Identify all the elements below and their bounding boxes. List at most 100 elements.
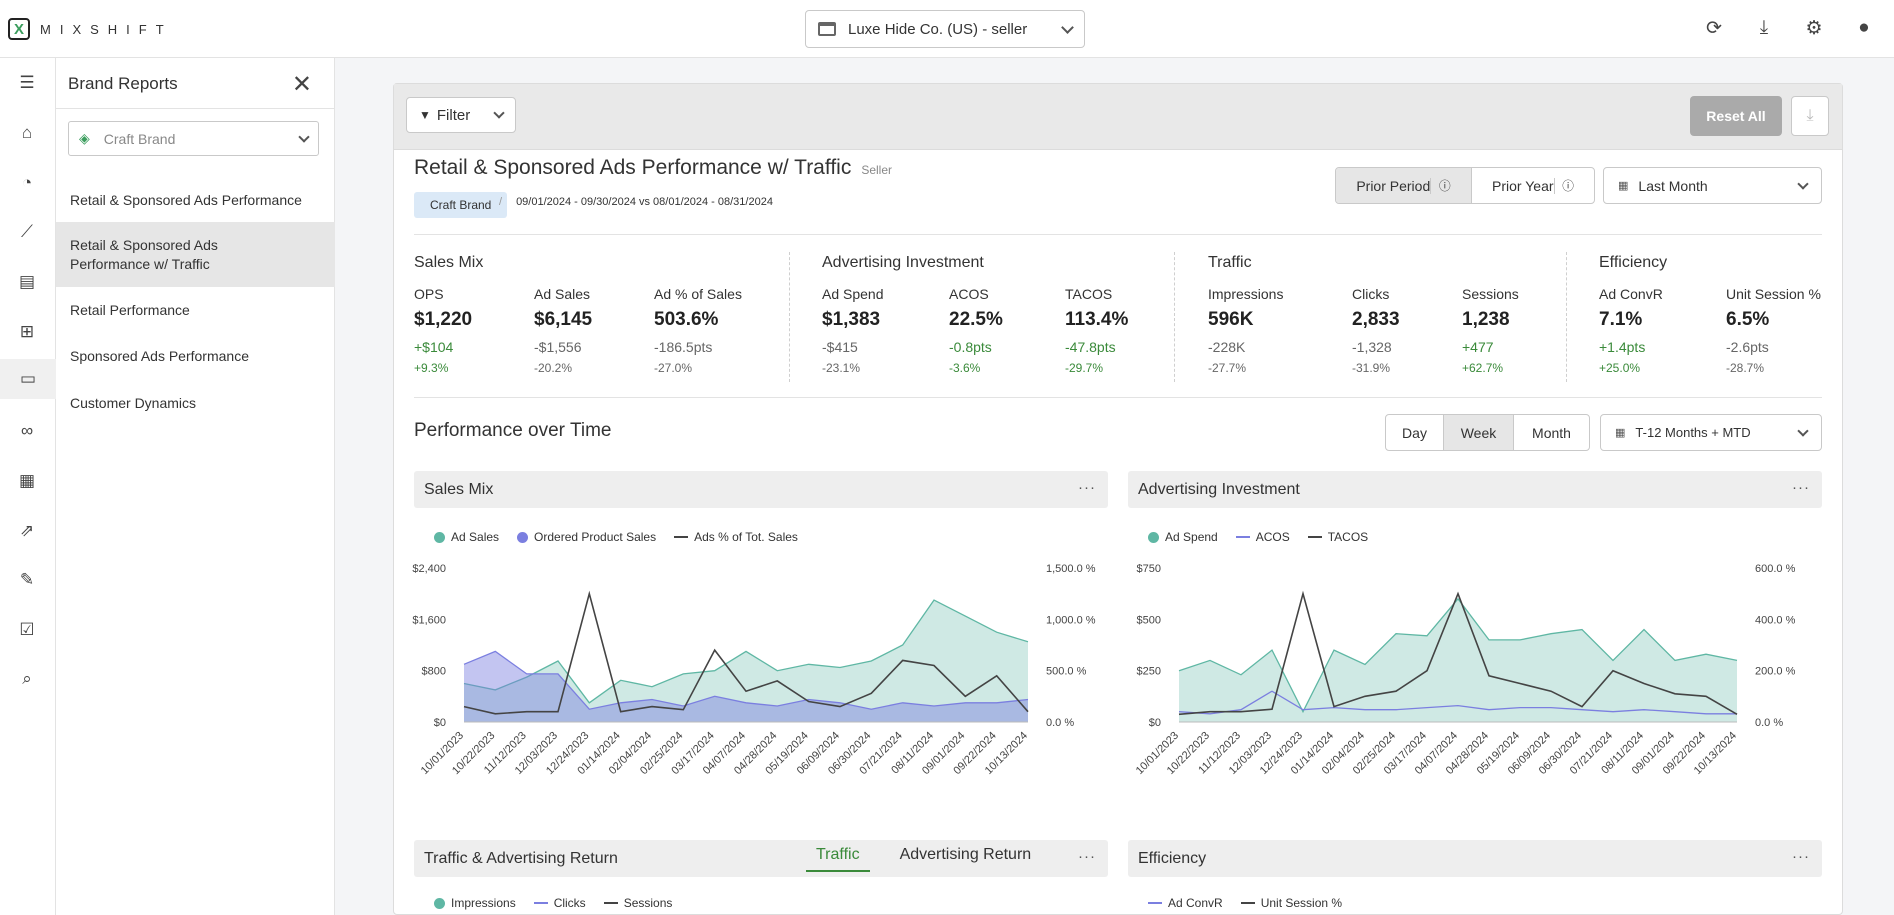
day-button[interactable]: Day bbox=[1386, 415, 1444, 450]
app-logo[interactable]: X MIXSHIFT bbox=[8, 18, 173, 40]
trend-icon[interactable]: ⟋ bbox=[21, 222, 33, 241]
nav-item-retail-performance[interactable]: Retail Performance bbox=[70, 301, 190, 318]
dashboard-icon[interactable]: ◔ bbox=[21, 173, 33, 192]
y-tick-left: $800 bbox=[422, 666, 446, 678]
legend-marker bbox=[533, 902, 548, 904]
chevron-down-icon bbox=[298, 130, 310, 143]
calendar-icon: ▦ bbox=[1615, 427, 1626, 439]
legend-marker bbox=[1148, 902, 1162, 904]
close-icon[interactable]: ✕ bbox=[291, 71, 312, 98]
arrows-icon[interactable]: ⇗ bbox=[19, 521, 35, 540]
kpi-ad-spend: Ad Spend $1,383 -$415 -23.1% bbox=[822, 286, 884, 375]
logo-text: MIXSHIFT bbox=[40, 21, 173, 37]
hierarchy-icon[interactable]: ⊞ bbox=[19, 322, 35, 341]
report-title: Retail & Sponsored Ads Performance w/ Tr… bbox=[414, 156, 893, 179]
home-icon[interactable]: ⌂ bbox=[21, 123, 33, 142]
download-icon[interactable]: ⤓ bbox=[1791, 96, 1829, 136]
y-tick-left: $250 bbox=[1137, 666, 1161, 678]
nav-item-retail-sponsored-traffic[interactable]: Retail & Sponsored Ads Performance w/ Tr… bbox=[56, 222, 335, 287]
y-tick-right: 1,500.0 % bbox=[1046, 563, 1096, 575]
legend-marker bbox=[1235, 536, 1250, 538]
legend-item[interactable]: Impressions bbox=[434, 896, 516, 910]
kpi-sessions: Sessions 1,238 +477 +62.7% bbox=[1462, 286, 1519, 375]
kpi-clicks: Clicks 2,833 -1,328 -31.9% bbox=[1352, 286, 1400, 375]
series-line bbox=[463, 590, 1029, 715]
more-icon[interactable]: ··· bbox=[1078, 848, 1096, 865]
comparison-toggle: Prior Period ⓘ Prior Year ⓘ bbox=[1335, 167, 1595, 204]
filter-button[interactable]: ▼ Filter bbox=[406, 97, 516, 133]
legend-item[interactable]: Ads % of Tot. Sales bbox=[674, 530, 798, 544]
legend-marker bbox=[1307, 536, 1322, 538]
store-icon bbox=[818, 22, 836, 36]
reports-icon[interactable]: ▭ bbox=[0, 359, 56, 399]
tag-icon: ◈ bbox=[79, 130, 90, 146]
legend-marker bbox=[1148, 531, 1159, 543]
legend-item[interactable]: Ad Sales bbox=[434, 530, 499, 544]
legend-item[interactable]: TACOS bbox=[1307, 530, 1368, 544]
series-line bbox=[1178, 590, 1738, 716]
y-tick-right: 600.0 % bbox=[1755, 563, 1796, 575]
y-tick-left: $2,400 bbox=[412, 563, 446, 575]
menu-icon[interactable]: ☰ bbox=[19, 73, 35, 92]
report-card: ▼ Filter Reset All ⤓ Retail & Sponsored … bbox=[393, 83, 1843, 915]
ad-investment-panel-header: Advertising Investment ··· bbox=[1128, 471, 1822, 508]
week-button[interactable]: Week bbox=[1444, 415, 1514, 450]
search-icon[interactable]: ⌕ bbox=[22, 669, 32, 688]
legend-marker bbox=[603, 902, 618, 904]
month-button[interactable]: Month bbox=[1532, 424, 1571, 441]
panel-title: Brand Reports bbox=[68, 74, 178, 93]
legend-item[interactable]: ACOS bbox=[1235, 530, 1290, 544]
range-dropdown[interactable]: ▦ T-12 Months + MTD bbox=[1600, 414, 1822, 451]
download-icon[interactable]: ⤓ bbox=[1759, 17, 1769, 38]
logo-mark: X bbox=[8, 18, 30, 40]
grid-icon[interactable]: ▦ bbox=[18, 471, 36, 490]
link-icon[interactable]: ∞ bbox=[20, 421, 34, 440]
ad-investment-legend: Ad Spend ACOS TACOS bbox=[1148, 530, 1368, 544]
nav-item-customer-dynamics[interactable]: Customer Dynamics bbox=[70, 395, 197, 411]
legend-item[interactable]: Sessions bbox=[603, 896, 672, 910]
kpi-tacos: TACOS 113.4% -47.8pts -29.7% bbox=[1065, 286, 1129, 375]
tab-advertising-return[interactable]: Advertising Return bbox=[899, 846, 1032, 863]
brand-chip: Craft Brand bbox=[414, 192, 508, 218]
prior-period-button[interactable]: Prior Period ⓘ bbox=[1336, 168, 1472, 203]
gear-icon[interactable]: ⚙ bbox=[1805, 17, 1823, 39]
series-line bbox=[463, 599, 1029, 704]
account-selector[interactable]: Luxe Hide Co. (US) - seller bbox=[805, 10, 1085, 48]
calendar-icon: ▦ bbox=[1618, 180, 1629, 192]
legend-item[interactable]: Ad Spend bbox=[1148, 530, 1218, 544]
nav-item-sponsored-ads[interactable]: Sponsored Ads Performance bbox=[70, 348, 249, 364]
section-title: Performance over Time bbox=[414, 420, 612, 441]
more-icon[interactable]: ··· bbox=[1792, 848, 1810, 865]
sales-mix-legend: Ad Sales Ordered Product Sales Ads % of To… bbox=[434, 530, 798, 544]
nav-item-retail-sponsored[interactable]: Retail & Sponsored Ads Performance bbox=[70, 191, 302, 208]
legend-item[interactable]: Ad ConvR bbox=[1148, 896, 1223, 910]
series-area bbox=[1179, 598, 1737, 722]
table-icon[interactable]: ▤ bbox=[18, 272, 36, 291]
kpi-ad-pct-sales: Ad % of Sales 503.6% -186.5pts -27.0% bbox=[654, 286, 742, 375]
more-icon[interactable]: ··· bbox=[1078, 479, 1096, 496]
sales-mix-chart: $0 $800 $1,600 $2,400 0.0 % 500.0 % 1,000.0 % 1… bbox=[412, 563, 1096, 777]
legend-marker bbox=[434, 897, 445, 909]
tab-traffic[interactable]: Traffic bbox=[806, 846, 870, 872]
prior-year-button[interactable]: Prior Year ⓘ bbox=[1492, 177, 1574, 194]
more-icon[interactable]: ··· bbox=[1792, 479, 1810, 496]
y-tick-left: $500 bbox=[1137, 614, 1161, 626]
user-icon[interactable]: ● bbox=[1858, 17, 1870, 38]
report-nav: Retail & Sponsored Ads Performance Retai… bbox=[56, 176, 335, 427]
y-tick-left: $750 bbox=[1137, 563, 1161, 575]
legend-item[interactable]: Clicks bbox=[533, 896, 586, 910]
refresh-icon[interactable]: ⟳ bbox=[1706, 17, 1722, 39]
legend-item[interactable]: Ordered Product Sales bbox=[517, 530, 656, 544]
reset-all-button[interactable]: Reset All bbox=[1690, 96, 1782, 136]
brand-select[interactable]: ◈ Craft Brand bbox=[68, 121, 319, 156]
checklist-icon[interactable]: ☑ bbox=[19, 620, 35, 639]
y-tick-left: $0 bbox=[1149, 717, 1161, 729]
kpi-acos: ACOS 22.5% -0.8pts -3.6% bbox=[949, 286, 1003, 375]
tools-icon[interactable]: ✎ bbox=[19, 570, 35, 589]
legend-item[interactable]: Unit Session % bbox=[1240, 896, 1342, 910]
series-area bbox=[464, 651, 1028, 722]
kpi-unit-session: Unit Session % 6.5% -2.6pts -28.7% bbox=[1726, 286, 1821, 375]
top-bar: X MIXSHIFT Luxe Hide Co. (US) - seller ⟳… bbox=[0, 0, 1894, 58]
period-dropdown[interactable]: ▦ Last Month bbox=[1603, 167, 1822, 204]
ad-investment-chart: $0 $250 $500 $750 0.0 % 200.0 % 400.0 % 600.0 %… bbox=[1134, 563, 1796, 777]
